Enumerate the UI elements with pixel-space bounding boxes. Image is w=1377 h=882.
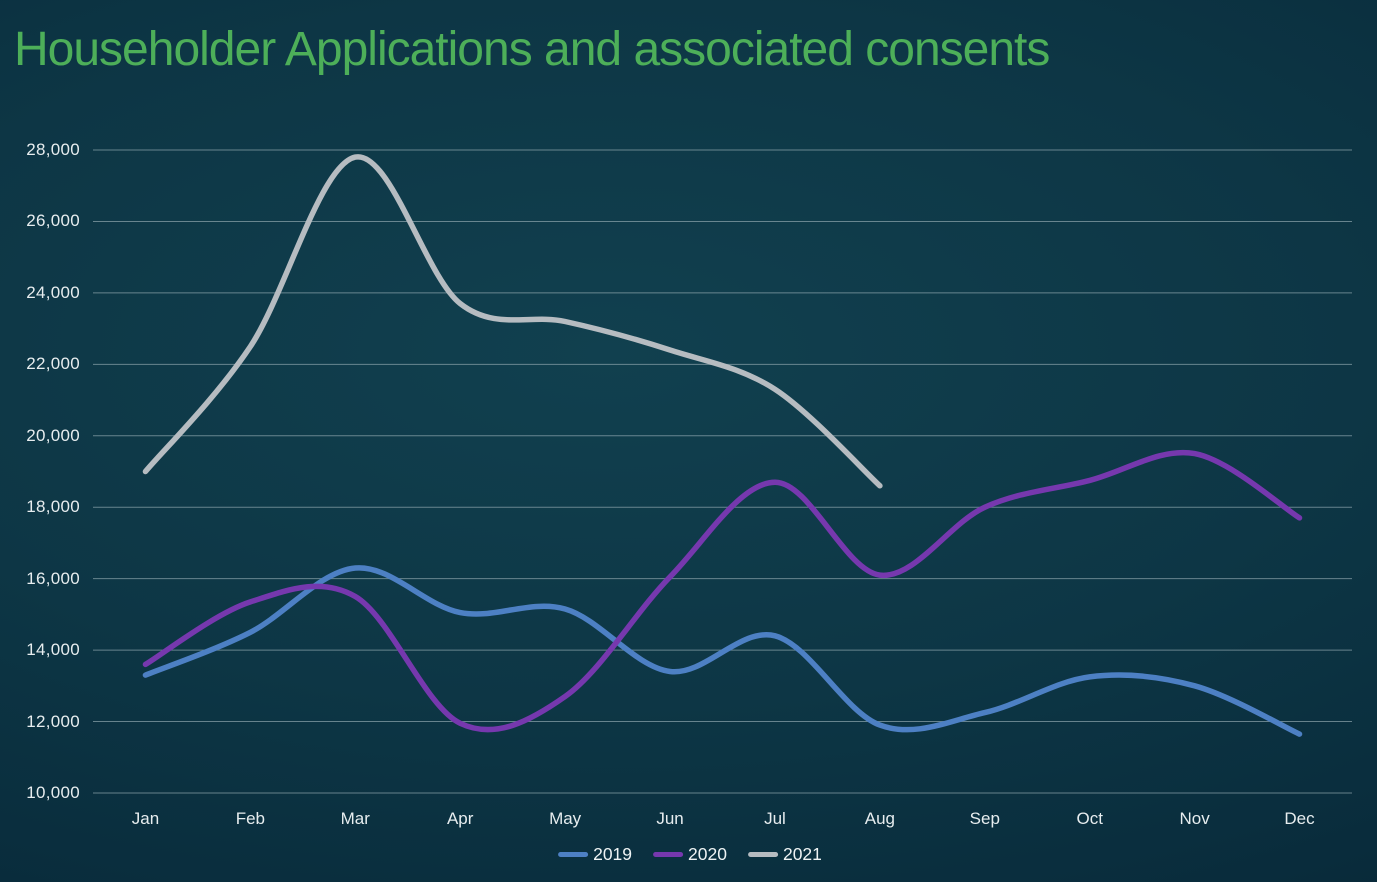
y-axis-label: 16,000 (26, 568, 80, 588)
series-line-2020 (142, 449, 1303, 733)
legend-label: 2019 (593, 844, 633, 864)
y-axis-label: 12,000 (26, 711, 80, 731)
legend-label: 2021 (782, 844, 822, 864)
legend-swatch-2019 (558, 852, 589, 857)
x-axis-label: Apr (446, 809, 474, 828)
x-axis-label: Nov (1179, 809, 1210, 828)
legend-swatch-2020 (653, 852, 684, 857)
y-axis-label: 10,000 (26, 783, 80, 802)
series-line-2021 (142, 154, 883, 489)
y-axis-label: 20,000 (26, 425, 80, 445)
legend-swatch-2021 (747, 852, 778, 857)
series-line-2019 (142, 565, 1303, 737)
x-axis-label: Feb (235, 809, 266, 828)
x-axis-label: Aug (864, 809, 895, 828)
x-axis-label: Oct (1076, 809, 1103, 828)
x-axis-label: Jun (656, 809, 684, 828)
y-axis-label: 24,000 (26, 282, 80, 302)
y-axis-label: 14,000 (26, 640, 80, 660)
legend-label: 2020 (688, 844, 727, 864)
x-axis-label: Jan (131, 809, 160, 828)
legend-item-2019: 2019 (558, 844, 632, 865)
x-axis-label: Sep (969, 809, 1000, 828)
y-axis-label: 18,000 (26, 497, 80, 517)
x-axis-label: Jul (764, 809, 786, 828)
x-axis-label: May (549, 809, 582, 828)
chart-title: Householder Applications and associated … (14, 23, 1050, 76)
x-axis-label: Mar (340, 809, 370, 828)
y-axis-label: 28,000 (26, 140, 80, 159)
x-axis-label: Dec (1284, 809, 1315, 828)
y-axis-label: 22,000 (26, 354, 80, 374)
legend-item-2021: 2021 (747, 844, 822, 865)
y-axis-label: 26,000 (26, 211, 80, 231)
chart-legend: 2019 2020 2021 (558, 844, 822, 865)
legend-item-2020: 2020 (653, 844, 727, 865)
